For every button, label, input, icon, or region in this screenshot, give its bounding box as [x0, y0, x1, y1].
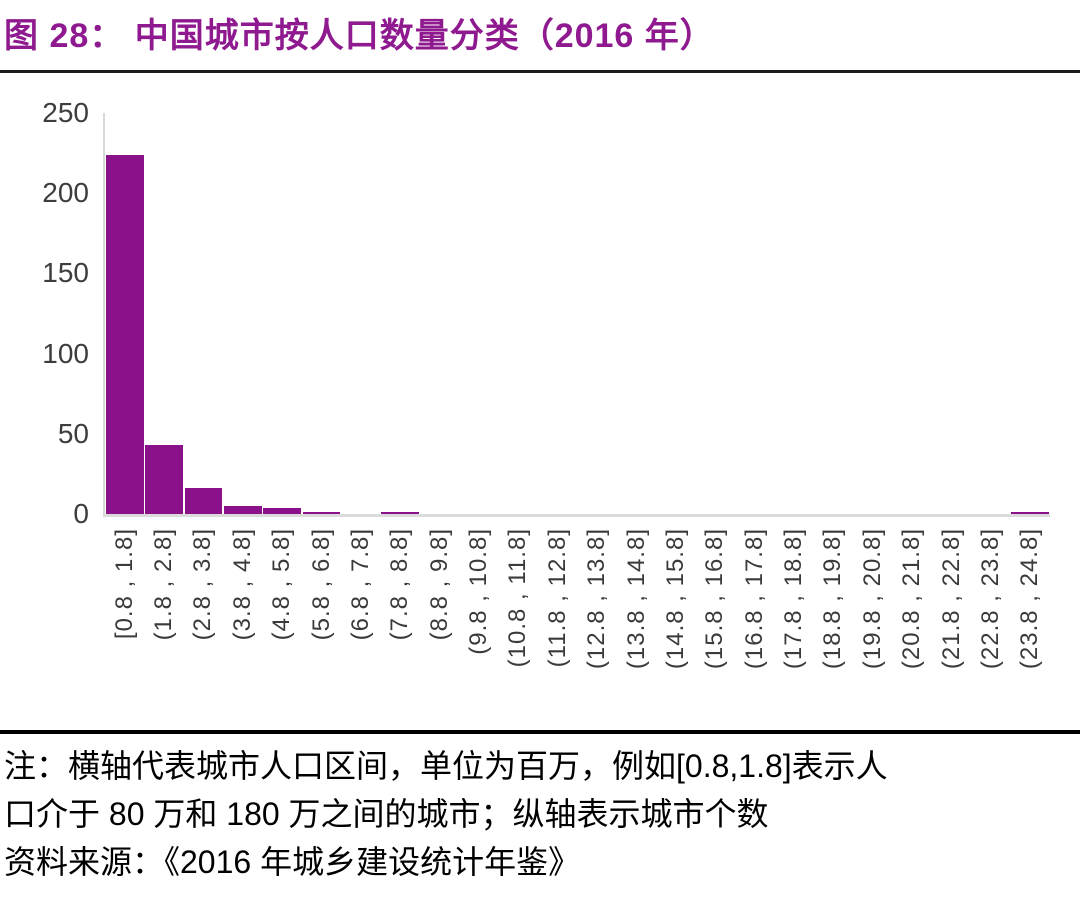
- bar: [1011, 512, 1050, 514]
- y-tick-label: 100: [42, 337, 89, 369]
- y-tick-label: 250: [42, 97, 89, 128]
- x-tick-label: [0.8 , 1.8]: [110, 528, 138, 640]
- x-tick-label: (2.8 , 3.8]: [189, 528, 217, 641]
- bar: [302, 512, 341, 514]
- bar: [263, 507, 302, 514]
- x-tick-label: (11.8 , 12.8]: [543, 528, 571, 668]
- y-tick-label: 150: [42, 257, 89, 289]
- bar: [223, 505, 262, 514]
- note-divider: [0, 730, 1080, 734]
- y-axis: 0 50 100 150 200 250: [0, 97, 95, 529]
- x-tick-label: (6.8 , 7.8]: [346, 528, 374, 641]
- bar: [184, 488, 223, 514]
- x-tick-label: (13.8 , 14.8]: [622, 528, 650, 670]
- y-tick-label: 0: [73, 498, 89, 529]
- note-line: 口介于 80 万和 180 万之间的城市；纵轴表示城市个数: [4, 796, 769, 832]
- x-tick-label: (3.8 , 4.8]: [228, 528, 256, 641]
- x-tick-label: (8.8 , 9.8]: [425, 528, 453, 641]
- bar: [381, 512, 420, 514]
- x-axis-labels: [0.8 , 1.8] (1.8 , 2.8] (2.8 , 3.8] (3.8 , …: [0, 75, 1080, 730]
- x-tick-label: (14.8 , 15.8]: [661, 528, 689, 670]
- figure-note: 注：横轴代表城市人口区间，单位为百万，例如[0.8,1.8]表示人 口介于 80…: [4, 742, 1076, 886]
- y-tick-label: 50: [57, 417, 89, 449]
- page-title: 图 28： 中国城市按人口数量分类（2016 年）: [4, 17, 715, 55]
- x-tick-label: (18.8 , 19.8]: [819, 528, 847, 670]
- title-divider: [0, 70, 1080, 73]
- x-tick-label: (7.8 , 8.8]: [386, 528, 414, 641]
- x-tick-label: (16.8 , 17.8]: [740, 528, 768, 670]
- plot-area: [103, 113, 1050, 517]
- x-tick-label: (4.8 , 5.8]: [268, 528, 296, 641]
- x-tick-label: (23.8 , 24.8]: [1016, 528, 1044, 670]
- note-line: 注：横轴代表城市人口区间，单位为百万，例如[0.8,1.8]表示人: [4, 748, 888, 784]
- bar: [145, 445, 183, 514]
- y-tick-label: 200: [42, 177, 89, 209]
- x-tick-label: (19.8 , 20.8]: [858, 528, 886, 670]
- x-tick-label: (22.8 , 23.8]: [976, 528, 1004, 670]
- x-tick-label: (15.8 , 16.8]: [701, 528, 729, 670]
- x-tick-label: (17.8 , 18.8]: [780, 528, 808, 670]
- x-tick-label: (10.8 , 11.8]: [504, 528, 532, 668]
- bar: [105, 154, 144, 514]
- bar-chart: 0 50 100 150 200 250 [0.8 , 1.8] (1.8 , 2.8] (2…: [0, 75, 1080, 730]
- x-tick-label: (5.8 , 6.8]: [307, 528, 335, 641]
- x-tick-label: (1.8 , 2.8]: [150, 528, 178, 641]
- x-tick-label: (20.8 , 21.8]: [898, 528, 926, 670]
- note-source-line: 资料来源：《2016 年城乡建设统计年鉴》: [4, 844, 581, 880]
- x-tick-label: (9.8 , 10.8]: [465, 528, 493, 655]
- x-tick-label: (12.8 , 13.8]: [583, 528, 611, 670]
- x-tick-label: (21.8 , 22.8]: [937, 528, 965, 670]
